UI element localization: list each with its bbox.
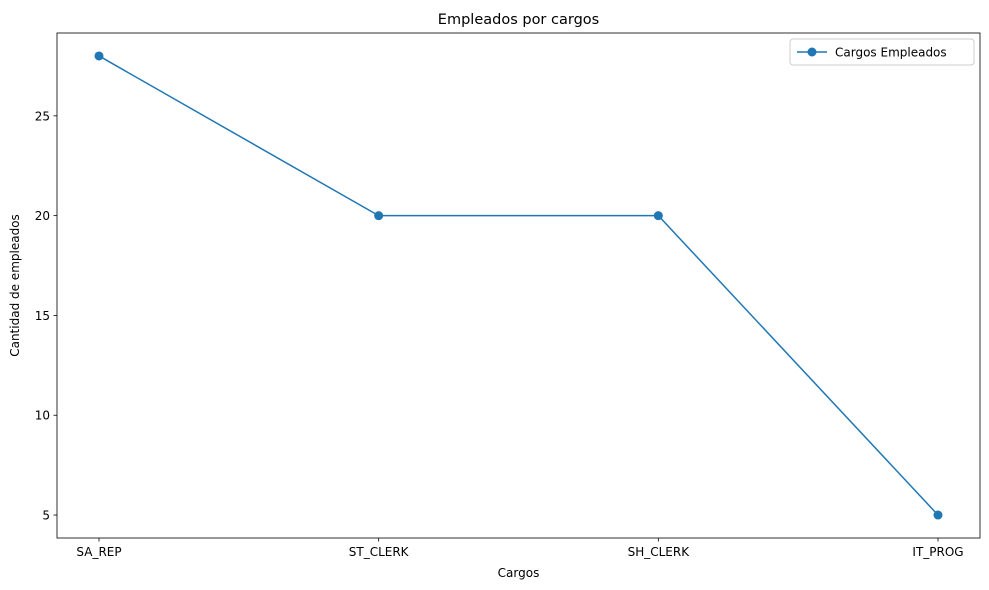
x-tick-label: IT_PROG: [912, 545, 963, 559]
y-tick-label: 5: [42, 509, 50, 523]
plot-area: [56, 32, 981, 539]
x-tick-label: ST_CLERK: [349, 545, 410, 559]
series-line: [98, 55, 939, 516]
legend-series-label: Cargos Empleados: [835, 46, 947, 60]
y-tick-label: 20: [35, 209, 50, 223]
y-axis-label: Cantidad de empleados: [8, 214, 22, 357]
y-tick-label: 25: [35, 109, 50, 123]
series-layer: [94, 51, 943, 520]
y-tick-label: 15: [35, 309, 50, 323]
data-point: [933, 510, 943, 520]
chart-title: Empleados por cargos: [438, 12, 599, 28]
legend-box: [789, 38, 975, 66]
x-tick-label: SA_REP: [76, 545, 121, 559]
legend-series-marker: [807, 47, 817, 57]
x-axis-label: Cargos: [498, 566, 540, 580]
x-axis: SA_REP ST_CLERK SH_CLERK IT_PROG: [76, 538, 964, 559]
data-point: [94, 51, 104, 61]
legend: Cargos Empleados: [789, 38, 975, 66]
x-tick-label: SH_CLERK: [628, 545, 691, 559]
data-point: [374, 211, 384, 221]
y-tick-label: 10: [35, 409, 50, 423]
y-axis: 5 10 15 20 25: [35, 109, 57, 523]
data-point: [653, 211, 663, 221]
